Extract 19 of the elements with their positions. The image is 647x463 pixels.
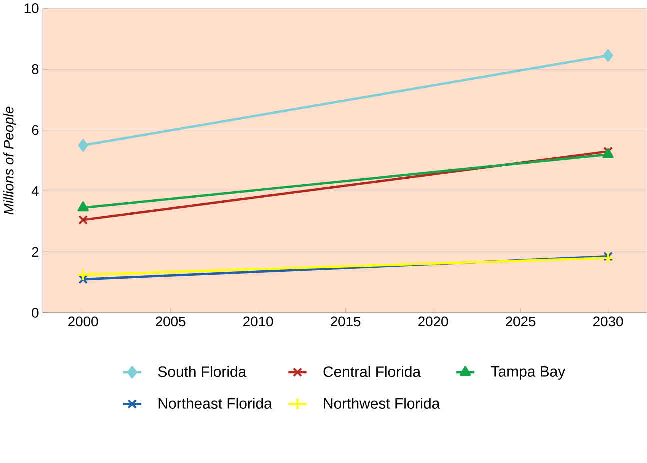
x-tick-label: 2000 bbox=[68, 316, 98, 326]
x-tick-label: 2030 bbox=[594, 316, 624, 326]
x-tick-label: 2005 bbox=[156, 316, 186, 326]
legend-label: Northwest Florida bbox=[324, 398, 440, 409]
x-tick-label: 2020 bbox=[418, 316, 448, 326]
x-tick-label: 2010 bbox=[244, 316, 274, 326]
legend-label: Central Florida bbox=[324, 366, 422, 378]
y-tick-label: 2 bbox=[32, 247, 39, 257]
y-axis-title: Millions of People bbox=[4, 106, 17, 215]
y-tick-label: 4 bbox=[32, 186, 39, 196]
legend-label: Northeast Florida bbox=[158, 398, 272, 409]
x-tick-label: 2025 bbox=[506, 316, 536, 326]
y-tick-label: 0 bbox=[32, 308, 39, 318]
y-tick-label: 8 bbox=[32, 64, 39, 74]
legend-label: South Florida bbox=[158, 366, 247, 378]
x-tick-label: 2015 bbox=[331, 316, 361, 326]
y-tick-label: 6 bbox=[32, 125, 39, 136]
y-tick-label: 10 bbox=[24, 3, 39, 14]
legend-label: Tampa Bay bbox=[491, 366, 566, 380]
